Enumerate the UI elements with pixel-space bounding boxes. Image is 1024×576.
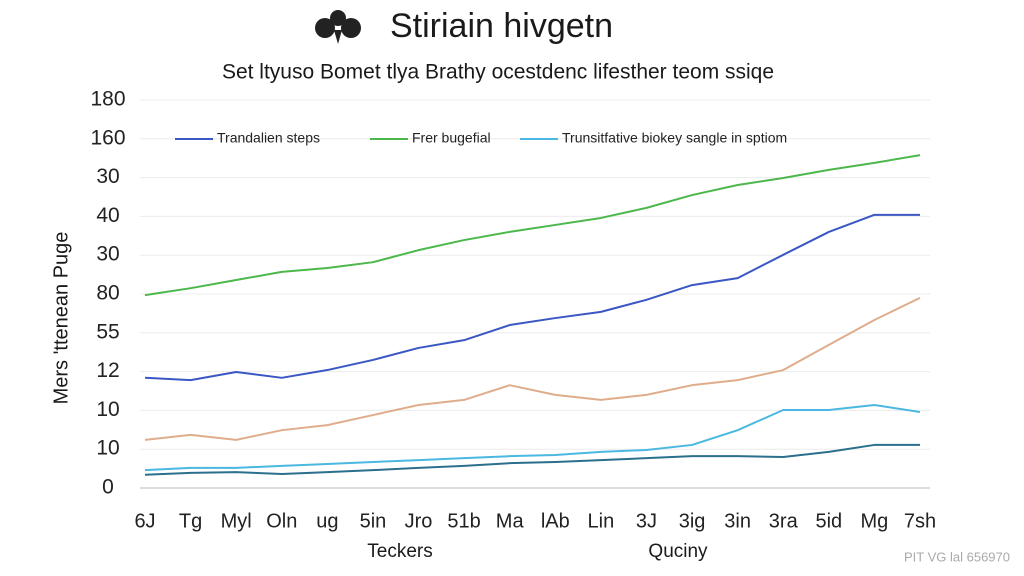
series-line [144, 213, 920, 382]
chart-subtitle: Set ltyuso Bomet tlya Brathy ocestdenc l… [222, 61, 774, 84]
y-tick-label: 30 [96, 243, 119, 266]
chart-title: Stiriain hivgetn [390, 7, 613, 45]
logo [315, 10, 361, 44]
legend-label: Frer bugefial [412, 130, 491, 146]
x-tick-label: Jro [405, 510, 433, 532]
x-tick-label: 3in [724, 510, 751, 532]
legend-label: Trunsitfative biokey sangle in sptiom [562, 130, 787, 146]
x-tick-label: 5id [815, 510, 842, 532]
x-tick-label: 7sh [904, 510, 936, 532]
x-tick-label: 3J [636, 510, 657, 532]
y-tick-label: 180 [90, 88, 125, 111]
y-axis-label: Mers 'ttenean Puge [50, 232, 72, 405]
y-tick-label: 10 [96, 437, 119, 460]
x-tick-label: Oln [266, 510, 297, 532]
legend-label: Trandalien steps [217, 130, 320, 146]
series-line [144, 296, 921, 441]
y-tick-label: 160 [90, 126, 125, 149]
series-line [144, 154, 921, 297]
y-tick-label: 55 [96, 320, 119, 343]
x-tick-label: 5in [360, 510, 387, 532]
y-tick-label: 30 [96, 165, 119, 188]
x-axis-label-2: Quciny [648, 541, 708, 562]
y-tick-label: 40 [96, 204, 119, 227]
x-tick-label: lAb [541, 510, 570, 532]
x-tick-label: Lin [588, 510, 615, 532]
x-tick-label: Mg [861, 510, 889, 532]
y-tick-label: 0 [102, 476, 114, 499]
watermark: PIT VG lal 656970 [904, 549, 1010, 564]
x-tick-label: Myl [221, 510, 252, 532]
x-tick-label: 3ig [679, 510, 706, 532]
x-tick-label: 6J [134, 510, 155, 532]
series-line [144, 443, 920, 476]
x-tick-label: Tg [179, 510, 202, 532]
x-tick-label: 51b [447, 510, 480, 532]
y-tick-label: 80 [96, 282, 119, 305]
series-line [144, 403, 921, 472]
x-tick-label: Ma [496, 510, 525, 532]
x-tick-label: ug [316, 510, 338, 532]
y-tick-label: 12 [96, 359, 119, 382]
y-tick-label: 10 [96, 398, 119, 421]
x-tick-label: 3ra [769, 510, 799, 532]
x-axis-label: Teckers [367, 541, 432, 562]
